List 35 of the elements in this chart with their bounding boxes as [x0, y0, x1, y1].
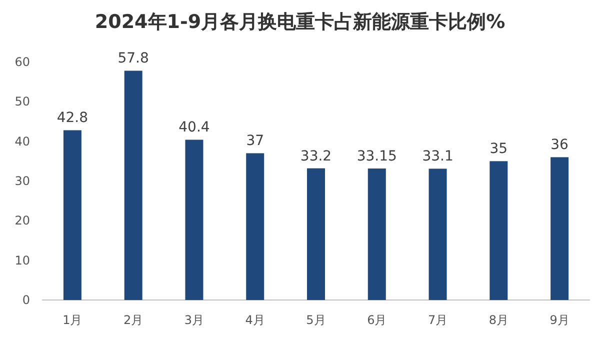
- y-tick-label: 30: [14, 174, 30, 188]
- bar: [428, 168, 447, 300]
- y-tick-label: 0: [22, 293, 30, 307]
- data-label: 57.8: [118, 50, 149, 67]
- data-label: 37: [246, 133, 264, 150]
- x-tick-label: 2月: [124, 313, 144, 327]
- data-label: 33.2: [300, 148, 332, 164]
- x-tick-label: 9月: [550, 313, 570, 327]
- data-label: 40.4: [178, 120, 210, 136]
- y-tick-label: 50: [14, 94, 30, 109]
- x-tick-label: 6月: [367, 313, 387, 327]
- x-tick-label: 5月: [306, 313, 326, 327]
- x-tick-label: 7月: [428, 313, 448, 327]
- bar: [246, 153, 264, 300]
- bar: [185, 140, 204, 300]
- chart-title: 2024年1-9月各月换电重卡占新能源重卡比例%: [94, 11, 506, 33]
- data-label: 33.15: [356, 148, 397, 165]
- bar: [307, 168, 325, 300]
- x-tick-label: 4月: [245, 313, 265, 327]
- bar: [490, 161, 508, 300]
- y-tick-label: 10: [14, 253, 30, 268]
- data-label: 36: [550, 137, 569, 154]
- data-label: 35: [490, 141, 508, 158]
- x-tick-label: 3月: [184, 313, 204, 327]
- bar: [63, 130, 82, 300]
- y-tick-label: 60: [14, 55, 30, 69]
- bar: [124, 70, 142, 300]
- x-tick-label: 8月: [488, 313, 508, 327]
- y-tick-label: 20: [14, 214, 30, 228]
- data-label: 42.8: [56, 110, 88, 126]
- bar: [550, 157, 569, 300]
- data-label: 33.1: [422, 148, 454, 165]
- y-tick-label: 40: [14, 134, 30, 148]
- bar: [368, 168, 386, 300]
- x-tick-label: 1月: [62, 313, 82, 327]
